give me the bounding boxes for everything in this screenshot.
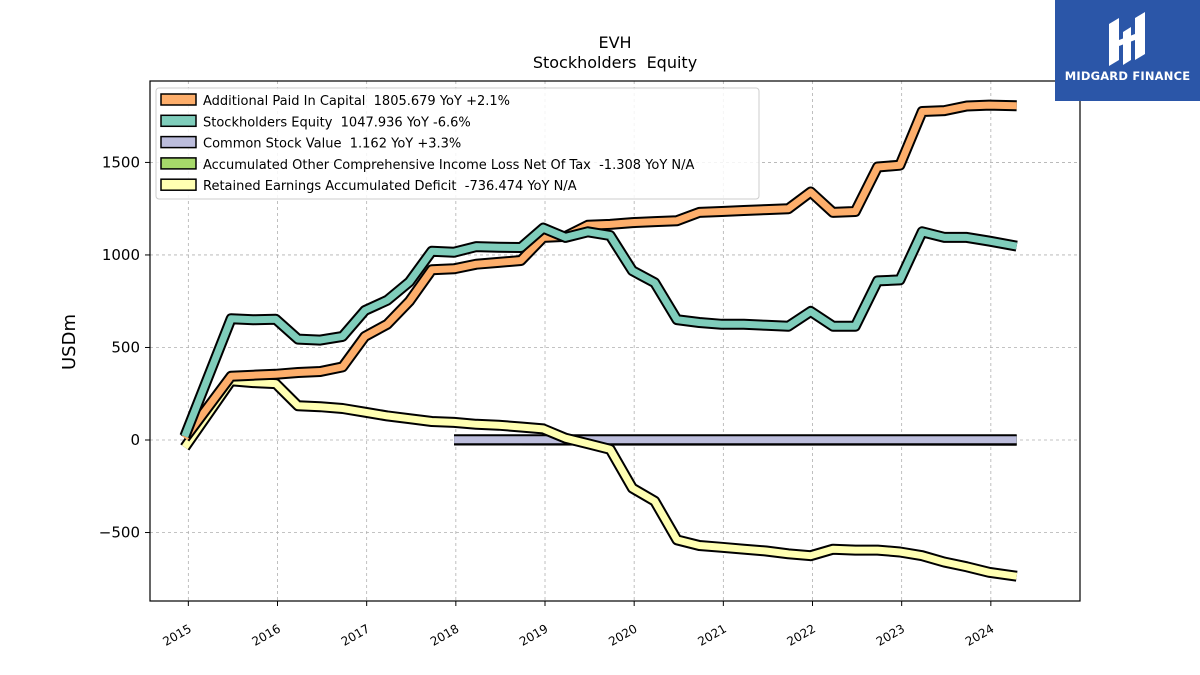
chart-title: EVH [598,33,631,52]
legend-label: Retained Earnings Accumulated Deficit -7… [203,179,577,194]
x-tick-label: 2017 [339,621,372,648]
legend-swatch [160,93,197,106]
series-layer [179,99,1018,582]
midgard-logo-icon [1109,12,1145,66]
legend-swatch [160,157,197,170]
x-tick-label: 2023 [874,621,907,648]
x-tick-label: 2018 [428,621,461,648]
y-tick-label: 1500 [102,153,140,171]
x-tick-label: 2020 [606,621,639,648]
brand-name: MIDGARD FINANCE [1064,69,1191,83]
brand-logo: MIDGARD FINANCE [1055,0,1200,101]
legend-swatch [160,135,197,149]
series-outline [180,375,1018,582]
x-tick-label: 2019 [517,621,550,648]
legend-label: Accumulated Other Comprehensive Income L… [203,158,694,173]
legend-box [155,87,760,200]
chart-subtitle: Stockholders Equity [533,53,697,72]
y-tick-label: 1000 [102,246,140,264]
legend-swatch [160,178,197,191]
x-tick-label: 2016 [250,621,283,648]
x-tick-label: 2015 [160,621,193,648]
series-line [181,224,1018,438]
x-tick-label: 2021 [695,621,728,648]
x-tick-label: 2022 [785,621,818,648]
legend-label: Common Stock Value 1.162 YoY +3.3% [203,137,461,152]
x-tick-label: 2024 [963,621,996,648]
series-line [181,377,1018,580]
series-line [181,101,1017,441]
y-axis-label: USDm [59,314,80,370]
legend-swatch [160,114,197,128]
legend-label: Stockholders Equity 1047.936 YoY -6.6% [203,115,471,130]
legend-label: Additional Paid In Capital 1805.679 YoY … [203,94,510,109]
plot-frame [149,80,1081,602]
legend: Additional Paid In Capital 1805.679 YoY … [155,87,760,200]
y-tick-label: 500 [111,338,140,356]
y-tick-label: 0 [130,431,140,449]
y-tick-label: −500 [99,524,140,542]
